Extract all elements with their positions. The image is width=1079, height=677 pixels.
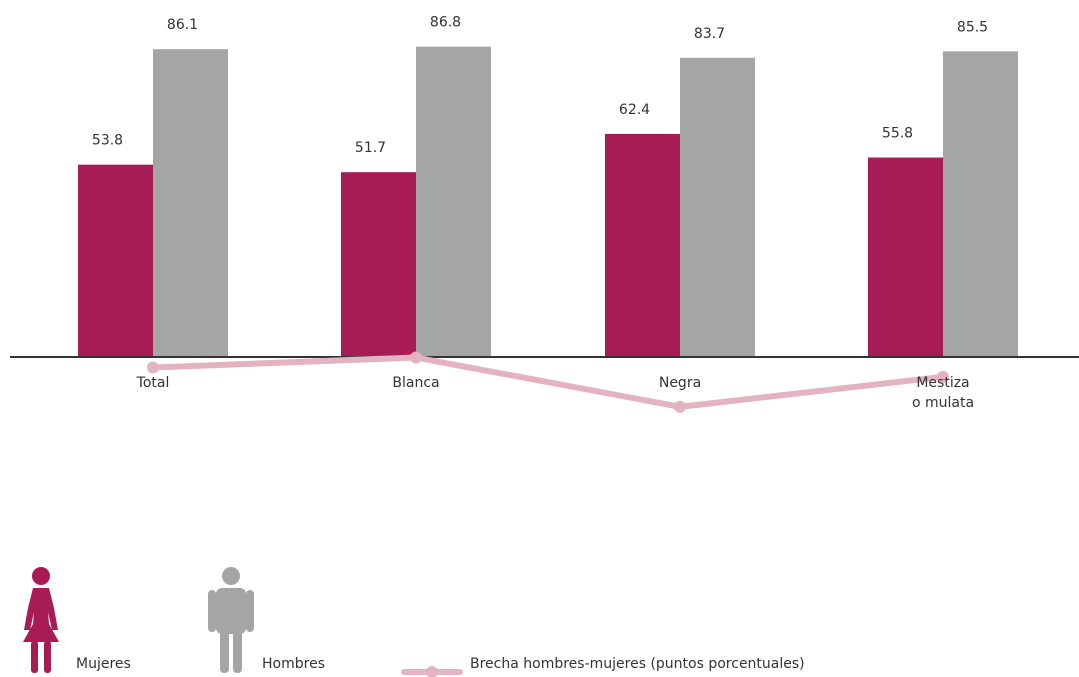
- bar-mujeres-3: [868, 157, 943, 357]
- legend-hombres-label: Hombres: [262, 656, 325, 672]
- bar-hombres-0: [153, 49, 228, 357]
- bar-hombres-3: [943, 51, 1018, 358]
- value-label-hombres-2: 83.7: [694, 26, 725, 42]
- bar-mujeres-1: [341, 172, 416, 357]
- gap-value-label-3: 29.7: [927, 405, 958, 421]
- category-label-1: Blanca: [392, 375, 439, 391]
- value-label-hombres-3: 85.5: [957, 19, 988, 35]
- gap-line-layer: 32.3 35.1 21.3 29.7: [137, 351, 959, 451]
- woman-icon: [23, 567, 59, 673]
- gap-point-2: [674, 400, 686, 413]
- value-label-mujeres-3: 55.8: [882, 126, 913, 142]
- gap-series-line: [152, 354, 944, 410]
- value-label-hombres-0: 86.1: [167, 17, 198, 33]
- category-labels: Total Blanca Negra Mestiza o mulata: [136, 375, 974, 411]
- gap-point-0: [147, 361, 159, 374]
- gap-value-label-2: 21.3: [664, 435, 695, 451]
- legend-line-swatch: [401, 666, 463, 677]
- labels-layer: 53.8 51.7 62.4 55.8 86.1 86.8 83.7 85.5: [92, 15, 988, 156]
- legend-mujeres-label: Mujeres: [76, 656, 131, 672]
- bar-mujeres-2: [605, 133, 680, 357]
- legend-brecha-label: Brecha hombres-mujeres (puntos porcentua…: [470, 656, 805, 672]
- value-label-mujeres-2: 62.4: [619, 102, 650, 118]
- category-label-2: Negra: [659, 375, 701, 391]
- gap-point-3: [937, 370, 949, 383]
- category-label-3-1: o mulata: [912, 395, 974, 411]
- value-label-hombres-1: 86.8: [430, 15, 461, 31]
- bar-mujeres-0: [78, 164, 153, 357]
- gap-value-label-1: 35.1: [400, 386, 431, 402]
- bar-hombres-1: [416, 46, 491, 357]
- gap-point-1: [410, 351, 422, 364]
- bar-hombres-2: [680, 57, 755, 358]
- bars-layer: [78, 46, 1018, 358]
- man-icon: [208, 567, 254, 673]
- value-label-mujeres-0: 53.8: [92, 133, 123, 149]
- value-label-mujeres-1: 51.7: [355, 140, 386, 156]
- category-label-3-0: Mestiza: [916, 375, 969, 391]
- gap-value-label-0: 32.3: [137, 396, 168, 412]
- category-label-0: Total: [136, 375, 170, 391]
